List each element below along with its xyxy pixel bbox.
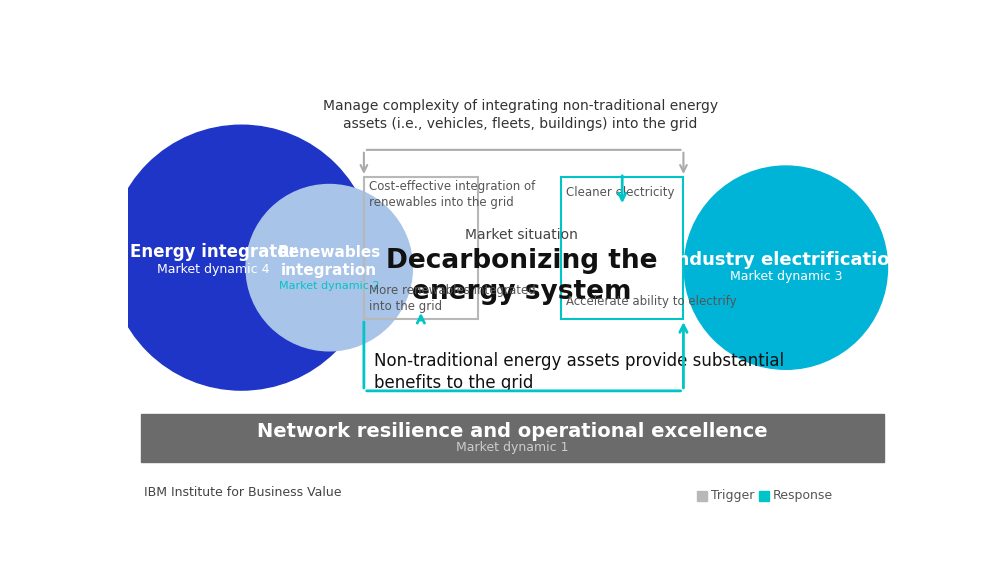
Text: Market dynamic 3: Market dynamic 3 [730,270,842,283]
Text: Renewables
integration: Renewables integration [278,245,381,278]
Text: Market dynamic 4: Market dynamic 4 [157,263,270,275]
Bar [141,414,884,462]
Text: Energy integrator: Energy integrator [130,243,297,261]
Text: Market dynamic 2: Market dynamic 2 [279,281,379,291]
Text: Decarbonizing the
energy system: Decarbonizing the energy system [386,248,657,305]
Text: Market dynamic 1: Market dynamic 1 [456,440,569,454]
Circle shape [109,125,374,390]
Text: Trigger: Trigger [711,489,755,503]
Text: Non-traditional energy assets provide substantial
benefits to the grid: Non-traditional energy assets provide su… [374,351,784,392]
Text: Manage complexity of integrating non-traditional energy
assets (i.e., vehicles, : Manage complexity of integrating non-tra… [323,99,718,132]
Bar [364,177,478,319]
Text: Response: Response [773,489,833,503]
Text: Network resilience and operational excellence: Network resilience and operational excel… [257,422,768,441]
Text: Cost-effective integration of
renewables into the grid: Cost-effective integration of renewables… [369,180,535,209]
Bar [759,491,769,501]
Circle shape [684,166,887,369]
Circle shape [246,185,412,351]
Bar [697,491,707,501]
Text: Cleaner electricity: Cleaner electricity [566,186,674,199]
Bar [561,177,683,319]
Text: IBM Institute for Business Value: IBM Institute for Business Value [144,486,342,499]
Text: Market situation: Market situation [465,228,578,242]
Text: Accelerate ability to electrify: Accelerate ability to electrify [566,295,736,308]
Text: More renewables integrated
into the grid: More renewables integrated into the grid [369,284,535,313]
Text: Industry electrification: Industry electrification [670,251,902,269]
